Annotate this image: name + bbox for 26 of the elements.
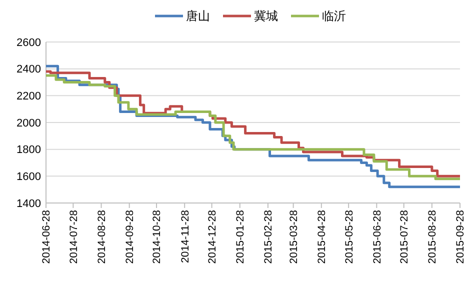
x-tick-label: 2015-06-28: [371, 210, 384, 264]
x-tick-label: 2014-12-28: [206, 210, 218, 264]
x-tick-label: 2014-08-28: [96, 210, 108, 264]
y-tick-label: 2600: [16, 36, 41, 49]
y-tick-label: 1800: [16, 144, 41, 156]
x-tick-label: 2015-02-28: [262, 210, 275, 264]
y-tick-label: 2400: [16, 64, 41, 76]
x-tick-label: 2015-05-28: [343, 210, 356, 264]
x-tick-label: 2015-09-28: [454, 210, 467, 264]
legend-label: 唐山: [186, 9, 210, 24]
x-tick-label: 2014-11-28: [179, 210, 192, 263]
legend-label: 临沂: [322, 9, 346, 24]
legend-label: 冀城: [254, 9, 278, 24]
x-tick-label: 2015-04-28: [316, 210, 328, 264]
x-tick-label: 2014-10-28: [151, 210, 164, 264]
x-tick-label: 2014-06-28: [40, 210, 53, 264]
x-tick-label: 2015-08-28: [426, 210, 439, 264]
y-tick-label: 1600: [16, 171, 41, 184]
y-tick-label: 2200: [16, 90, 41, 103]
x-tick-label: 2015-03-28: [288, 210, 300, 264]
x-tick-label: 2015-07-28: [398, 210, 411, 264]
x-tick-label: 2015-01-28: [234, 210, 247, 264]
y-tick-label: 1400: [16, 198, 41, 210]
x-tick-label: 2014-09-28: [124, 210, 136, 264]
y-tick-label: 2000: [16, 117, 41, 130]
x-tick-label: 2014-07-28: [68, 210, 80, 264]
